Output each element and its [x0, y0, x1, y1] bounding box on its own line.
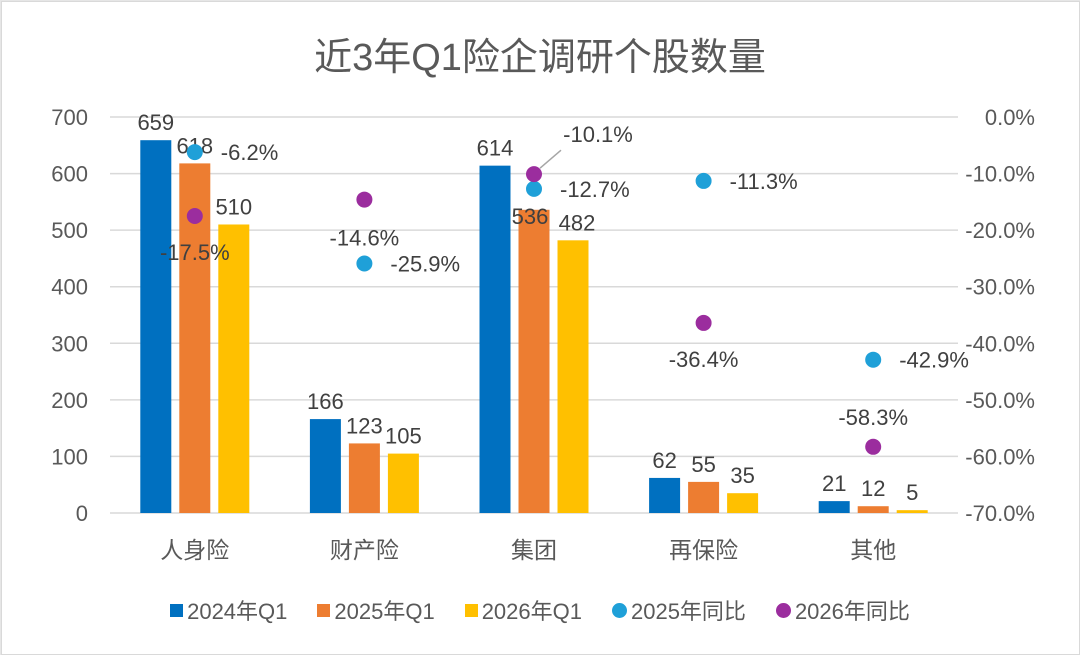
point-data-label: -17.5%: [160, 240, 230, 265]
bar: [857, 506, 889, 513]
scatter-point: [695, 172, 712, 189]
bar: [727, 493, 759, 513]
x-tick-label: 其他: [850, 537, 896, 563]
point-data-label: -36.4%: [669, 347, 739, 372]
point-data-label: -58.3%: [838, 405, 908, 430]
y-right-tick-label: -40.0%: [965, 331, 1035, 356]
bar-data-label: 123: [346, 413, 383, 438]
legend-item: 2024年Q1: [170, 594, 287, 626]
y-left-tick-label: 200: [51, 388, 88, 413]
y-axis-right: -70.0% -60.0% -50.0% -40.0% -30.0% -20.0% -10.…: [965, 105, 1035, 526]
bar-data-label: 482: [559, 210, 596, 235]
leader-line: [539, 149, 562, 169]
scatter-point: [186, 208, 203, 224]
scatter-point: [695, 314, 712, 331]
scatter-point: [526, 166, 542, 183]
bar-data-label: 614: [477, 136, 514, 161]
bar-data-label: 21: [822, 471, 846, 496]
bar: [309, 419, 341, 513]
y-left-tick-label: 100: [51, 444, 88, 469]
point-data-label: -25.9%: [390, 252, 460, 277]
bar-data-label: 105: [385, 424, 422, 449]
x-tick-label: 人身险: [160, 537, 229, 563]
scatter-point: [356, 191, 373, 208]
y-right-tick-label: -70.0%: [965, 501, 1035, 526]
y-left-tick-label: 300: [51, 331, 88, 356]
scatter-point: [865, 438, 882, 455]
point-data-label: -10.1%: [563, 122, 633, 147]
x-tick-label: 集团: [511, 537, 557, 563]
bar: [649, 477, 681, 513]
chart-title: 近3年Q1险企调研个股数量: [314, 37, 766, 79]
y-right-tick-label: -10.0%: [965, 162, 1035, 187]
leader-lines: [539, 149, 562, 169]
bar: [140, 140, 172, 514]
bar-data-label: 536: [512, 204, 549, 229]
point-data-label: -6.2%: [221, 140, 278, 165]
legend-label: 2025年Q1: [334, 599, 435, 624]
bar: [688, 481, 720, 513]
legend-swatch: [317, 603, 331, 617]
bar: [518, 209, 550, 513]
point-data-label: -14.6%: [330, 226, 400, 251]
y-left-tick-label: 500: [51, 218, 88, 243]
bar-data-label: 510: [215, 194, 252, 219]
bar-data-label: 166: [307, 389, 344, 414]
bar-labels: 65916661462216181235365512510105482355: [137, 110, 918, 505]
legend-item: 2026年同比: [775, 594, 910, 626]
y-left-tick-label: 400: [51, 275, 88, 300]
x-axis: 人身险 财产险 集团 再保险 其他: [160, 537, 896, 563]
bar: [387, 453, 419, 513]
point-labels: -6.2% -25.9% -12.7% -11.3% -42.9% -17.5% -14.6…: [160, 122, 969, 430]
legend-label: 2026年同比: [794, 599, 910, 624]
y-left-tick-label: 700: [51, 105, 88, 130]
y-axis-left: 0 100 200 300 400 500 600 700: [51, 105, 88, 526]
bar-data-label: 12: [861, 476, 885, 501]
y-left-tick-label: 600: [51, 162, 88, 187]
legend: 2024年Q1 2025年Q1 2026年Q1 2025年同比 2026年同比: [0, 594, 1080, 626]
scatter-point: [526, 180, 542, 197]
legend-label: 2024年Q1: [187, 599, 288, 624]
scatter-point: [356, 255, 373, 272]
legend-swatch: [170, 603, 184, 617]
scatter-points: [186, 144, 882, 455]
bar-data-label: 35: [730, 463, 754, 488]
legend-swatch: [464, 603, 478, 617]
bar: [479, 165, 511, 513]
legend-item: 2026年Q1: [464, 594, 582, 626]
point-data-label: -42.9%: [899, 348, 969, 373]
bar: [218, 224, 250, 513]
point-data-label: -12.7%: [560, 177, 630, 202]
scatter-point: [186, 144, 203, 161]
bar-data-label: 55: [691, 452, 715, 477]
bar: [348, 443, 380, 513]
bar-data-label: 659: [137, 110, 174, 135]
y-right-tick-label: -30.0%: [965, 275, 1035, 300]
bar: [557, 240, 589, 513]
scatter-point: [865, 351, 882, 368]
legend-marker: [775, 602, 791, 618]
y-right-tick-label: -50.0%: [965, 388, 1035, 413]
y-right-tick-label: 0.0%: [985, 105, 1035, 130]
bar: [818, 501, 850, 513]
point-data-label: -11.3%: [730, 169, 798, 194]
legend-item: 2025年同比: [611, 594, 746, 626]
legend-item: 2025年Q1: [317, 594, 435, 626]
y-right-tick-label: -20.0%: [965, 218, 1035, 243]
y-left-tick-label: 0: [76, 501, 88, 526]
x-tick-label: 再保险: [669, 537, 738, 563]
legend-label: 2025年同比: [630, 599, 746, 624]
legend-label: 2026年Q1: [481, 599, 582, 624]
bar-data-label: 62: [652, 448, 676, 473]
x-tick-label: 财产险: [330, 537, 399, 563]
y-right-tick-label: -60.0%: [965, 444, 1035, 469]
legend-marker: [611, 602, 627, 618]
bar: [896, 510, 928, 513]
bar-data-label: 5: [906, 480, 918, 505]
